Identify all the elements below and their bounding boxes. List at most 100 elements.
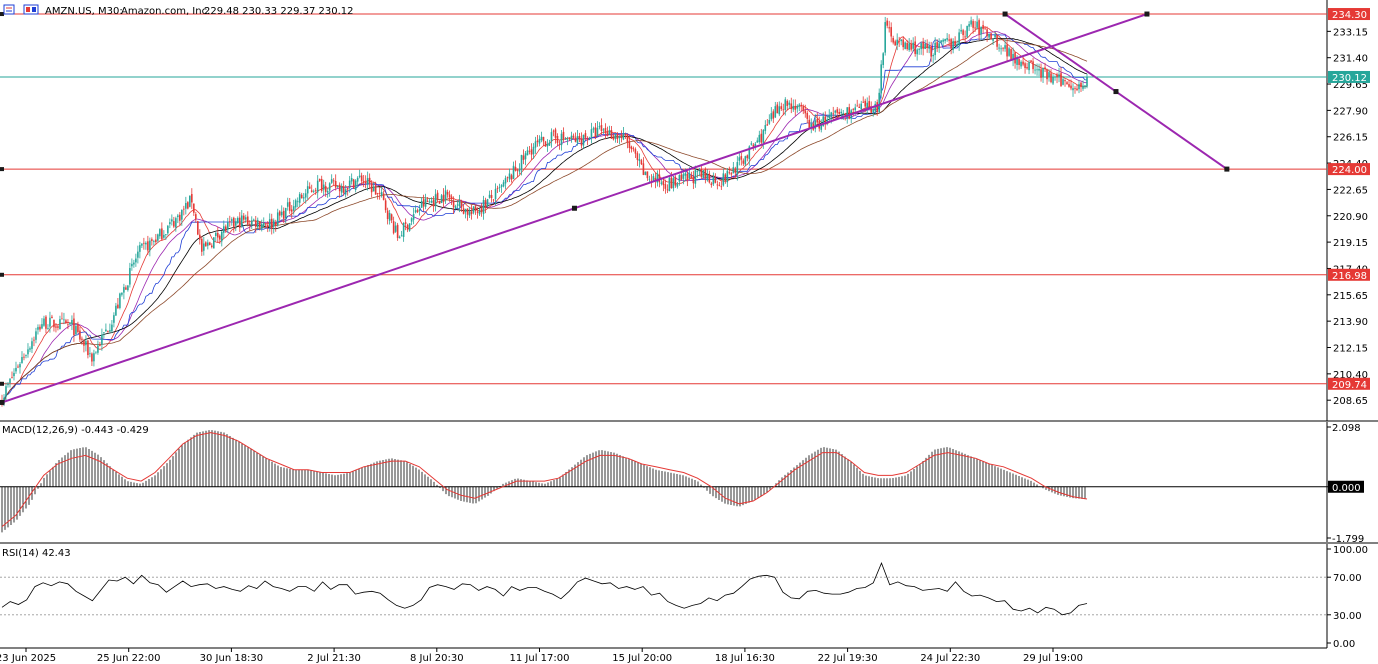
candle-body	[254, 220, 257, 227]
candle-body	[272, 220, 275, 227]
candle-body	[888, 27, 890, 29]
candle	[338, 182, 341, 198]
candle-body	[950, 39, 952, 49]
candle	[159, 228, 161, 239]
candle	[936, 39, 938, 53]
menu-icon[interactable]	[3, 4, 15, 15]
candle	[127, 284, 129, 292]
candle-body	[534, 141, 537, 148]
candle	[522, 149, 525, 165]
candle-body	[642, 163, 645, 175]
candle	[888, 20, 890, 33]
candle	[552, 129, 555, 137]
candle	[892, 35, 894, 45]
candle-body	[294, 200, 297, 208]
candle-body	[103, 332, 105, 334]
trendline-handle	[571, 205, 577, 211]
candle	[83, 338, 85, 353]
time-tick-label: 24 Jul 22:30	[920, 653, 980, 664]
candle	[133, 259, 135, 268]
price-tag	[1328, 163, 1370, 176]
candle	[436, 190, 439, 203]
candle	[676, 182, 679, 189]
candle	[19, 362, 21, 374]
candle-body	[370, 183, 373, 193]
candle	[344, 184, 347, 198]
candle	[49, 311, 51, 333]
candle	[360, 172, 363, 186]
candle-body	[320, 178, 323, 191]
candle	[414, 205, 417, 214]
candle-body	[702, 170, 705, 178]
candle-body	[121, 292, 123, 295]
candle-body	[870, 107, 872, 113]
candle-body	[546, 143, 549, 147]
candle	[554, 127, 557, 144]
candle	[806, 110, 809, 124]
candle-body	[606, 132, 609, 136]
rsi-tick-label: 70.00	[1333, 573, 1362, 584]
candle	[636, 151, 639, 167]
candle-body	[994, 34, 996, 38]
candle	[722, 168, 725, 187]
candle-body	[772, 111, 775, 119]
candle	[149, 237, 151, 257]
candle-body	[542, 136, 545, 142]
candle-body	[686, 173, 689, 180]
candle-body	[314, 189, 317, 191]
candle	[578, 132, 581, 143]
candle	[115, 302, 117, 316]
candle-body	[43, 318, 45, 326]
candle-body	[832, 113, 835, 115]
candle	[378, 187, 381, 200]
candle	[191, 188, 193, 209]
candle-body	[614, 133, 617, 139]
candle-body	[69, 322, 71, 325]
candle	[620, 130, 623, 143]
candle	[119, 292, 121, 310]
candle-body	[183, 208, 185, 210]
candle-body	[854, 107, 857, 111]
candle	[808, 115, 811, 130]
candle-body	[238, 217, 241, 228]
candle-body	[1020, 61, 1022, 67]
candle	[7, 382, 9, 388]
candle-body	[244, 217, 247, 220]
candle	[187, 201, 189, 210]
candle	[610, 126, 613, 139]
candle	[984, 27, 986, 30]
candle	[244, 214, 247, 223]
candle	[788, 100, 791, 109]
candle-body	[488, 194, 491, 198]
candle-body	[228, 221, 231, 223]
candle-body	[562, 131, 565, 139]
candle-body	[1046, 69, 1048, 80]
candle	[256, 217, 259, 230]
candle-body	[344, 189, 347, 195]
candle-body	[356, 177, 359, 182]
candle	[1040, 63, 1042, 82]
candle-body	[246, 216, 249, 225]
candle	[97, 340, 99, 355]
price-tick-label: 215.65	[1333, 291, 1368, 302]
window-icon[interactable]	[23, 4, 39, 15]
candle	[962, 28, 964, 41]
candle-body	[770, 113, 773, 120]
candle	[498, 183, 501, 192]
candle-body	[127, 285, 129, 291]
candle	[21, 351, 23, 364]
candle	[316, 175, 319, 199]
candle	[280, 205, 283, 218]
candle-body	[478, 209, 481, 215]
candle-body	[576, 136, 579, 143]
candle	[862, 96, 865, 103]
candle-body	[782, 109, 785, 111]
candle	[268, 213, 271, 232]
candle-body	[830, 112, 833, 117]
macd-signal-path	[1, 432, 1088, 527]
candle-body	[940, 40, 942, 43]
candle	[432, 196, 435, 212]
candle-body	[610, 130, 613, 139]
candle	[696, 170, 699, 178]
candle	[444, 185, 447, 204]
